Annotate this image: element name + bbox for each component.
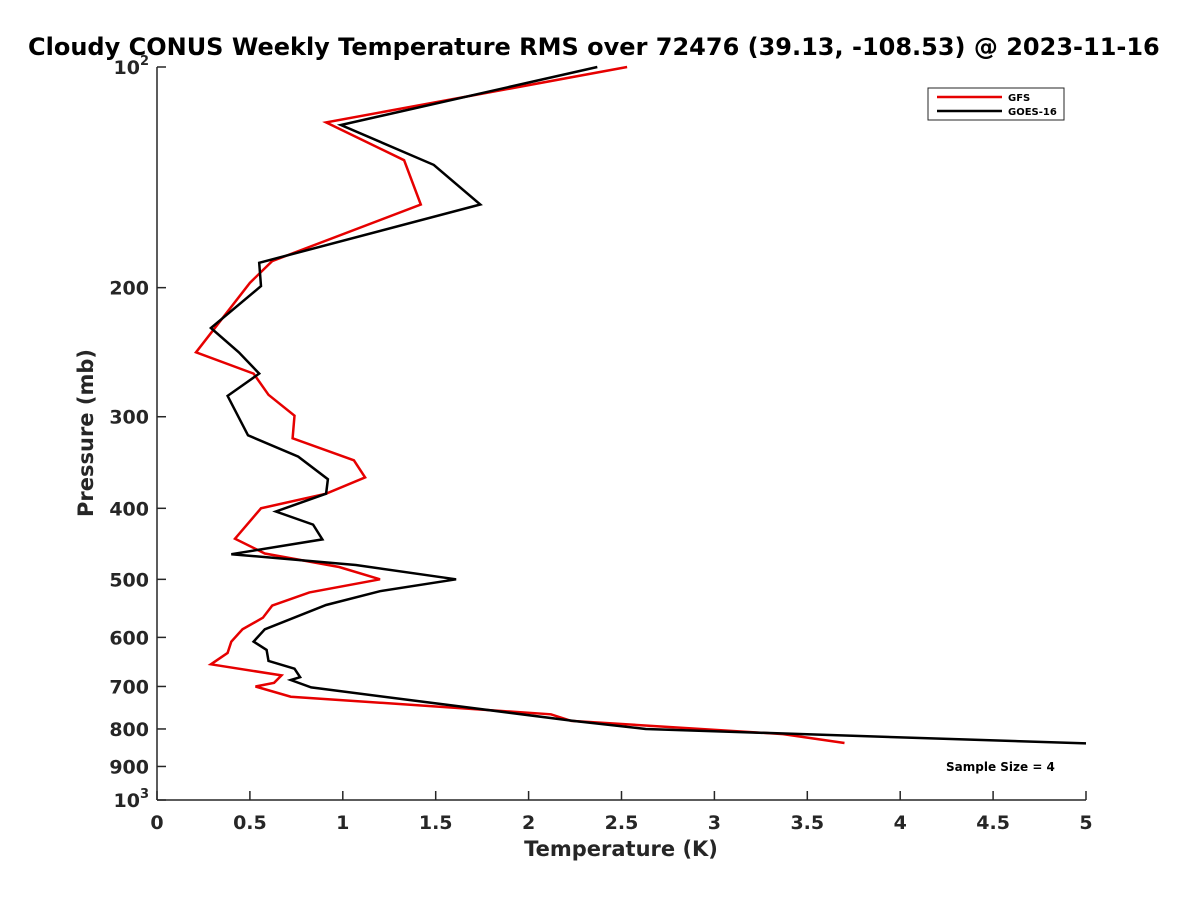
- y-tick-label: 400: [109, 498, 149, 520]
- y-tick-exponent: 2: [140, 54, 149, 69]
- plot-area: [157, 67, 1086, 800]
- x-tick-label: 4: [894, 812, 907, 834]
- x-axis-ticks: 0 0.5 1 1.5 2 2.5 3 3.5 4 4.5 5: [150, 791, 1093, 834]
- y-tick-label: 600: [109, 627, 149, 649]
- y-axis-label: Pressure (mb): [74, 349, 98, 517]
- x-tick-label: 1.5: [419, 812, 453, 834]
- x-tick-label: 3: [708, 812, 721, 834]
- x-tick-label: 4.5: [976, 812, 1010, 834]
- sample-size-annotation: Sample Size = 4: [946, 760, 1055, 774]
- legend: GFS GOES-16: [927, 87, 1065, 121]
- legend-box: [927, 87, 1065, 121]
- x-tick-label: 0.5: [233, 812, 267, 834]
- y-tick-label: 102: [114, 54, 150, 79]
- legend-label-gfs: GFS: [1008, 93, 1030, 104]
- y-tick-label: 800: [109, 719, 149, 741]
- y-tick-label: 200: [109, 278, 149, 300]
- x-tick-label: 5: [1079, 812, 1092, 834]
- y-tick-label: 900: [109, 756, 149, 778]
- y-tick-exponent: 3: [140, 787, 149, 802]
- x-axis-label: Temperature (K): [524, 837, 718, 861]
- y-tick-base: 10: [114, 790, 140, 812]
- x-tick-label: 3.5: [790, 812, 824, 834]
- series-line-goes16: [208, 65, 1087, 745]
- y-tick-label: 500: [109, 569, 149, 591]
- y-tick-label: 300: [109, 407, 149, 429]
- x-tick-label: 1: [336, 812, 349, 834]
- x-tick-label: 0: [150, 812, 163, 834]
- x-tick-label: 2: [522, 812, 535, 834]
- x-tick-label: 2.5: [605, 812, 639, 834]
- series-layer: [193, 65, 1087, 745]
- y-tick-base: 10: [114, 57, 140, 79]
- y-tick-label: 700: [109, 676, 149, 698]
- legend-label-goes16: GOES-16: [1008, 107, 1057, 118]
- chart-title: Cloudy CONUS Weekly Temperature RMS over…: [28, 33, 1160, 61]
- y-tick-label: 103: [114, 787, 150, 812]
